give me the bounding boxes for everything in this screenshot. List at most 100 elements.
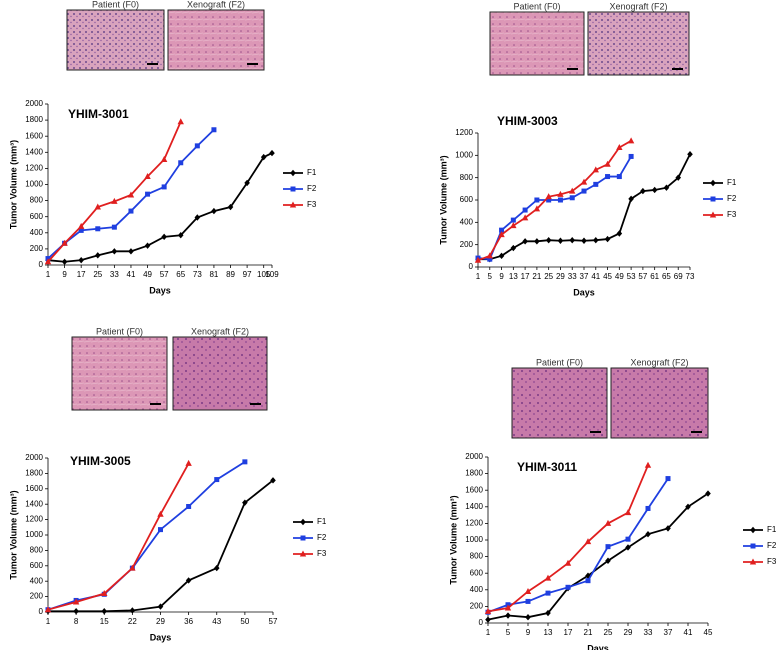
image-label: Xenograft (F2) (191, 326, 249, 336)
y-tick-label: 2000 (25, 99, 43, 108)
x-tick-label: 49 (615, 272, 624, 281)
legend-label: F3 (317, 549, 327, 558)
marker (557, 197, 563, 203)
y-tick-label: 400 (30, 228, 44, 237)
marker (616, 230, 623, 237)
y-axis-label: Tumor Volume (mm³) (8, 490, 18, 579)
x-axis-label: Days (149, 285, 171, 295)
x-axis-label: Days (150, 632, 172, 642)
marker (185, 459, 192, 466)
y-tick-label: 1400 (465, 502, 483, 511)
marker (145, 191, 151, 197)
marker (244, 179, 250, 187)
marker (557, 190, 564, 197)
marker (157, 603, 164, 610)
marker (522, 207, 528, 213)
marker (624, 509, 632, 516)
y-tick-label: 2000 (25, 453, 43, 462)
y-tick-label: 600 (460, 195, 474, 204)
x-tick-label: 49 (143, 270, 152, 279)
y-axis-label: Tumor Volume (mm³) (448, 495, 458, 584)
y-tick-label: 200 (470, 602, 484, 611)
marker (592, 166, 599, 173)
marker (705, 490, 711, 497)
legend-label: F2 (317, 533, 327, 542)
marker (158, 527, 163, 533)
x-tick-label: 57 (269, 617, 278, 626)
legend-label: F2 (307, 184, 317, 193)
histology-image (66, 9, 165, 71)
marker (242, 459, 248, 465)
x-tick-label: 81 (209, 270, 218, 279)
x-tick-label: 65 (662, 272, 671, 281)
marker (580, 178, 588, 185)
chart-panel: Patient (F0) Xenograft (F2) YHIM-3001 0 200 4… (8, 0, 317, 295)
marker (101, 590, 108, 597)
marker (186, 504, 192, 510)
y-tick-label: 1800 (25, 115, 43, 124)
chart-panel: Patient (F0) Xenograft (F2) YHIM-3011 0 200 4… (448, 357, 777, 650)
x-tick-label: 1 (476, 272, 481, 281)
marker (504, 604, 512, 611)
marker (585, 572, 591, 579)
x-tick-label: 41 (127, 270, 136, 279)
x-tick-label: 13 (509, 272, 518, 281)
marker (525, 613, 531, 621)
x-tick-label: 69 (674, 272, 683, 281)
marker (44, 606, 52, 613)
y-tick-label: 200 (460, 240, 474, 249)
marker (485, 616, 491, 623)
y-tick-label: 800 (470, 552, 484, 561)
marker (592, 237, 599, 244)
marker (499, 227, 505, 233)
marker (78, 227, 84, 233)
histology-image (167, 9, 265, 71)
x-tick-label: 8 (74, 617, 79, 626)
x-tick-label: 9 (62, 270, 67, 279)
marker (510, 244, 517, 252)
marker (144, 172, 151, 179)
y-tick-label: 1600 (25, 131, 43, 140)
marker (628, 153, 634, 159)
marker (534, 197, 540, 203)
marker (545, 237, 552, 244)
marker (94, 252, 101, 259)
x-tick-label: 37 (580, 272, 589, 281)
series-line (477, 155, 632, 261)
x-tick-label: 9 (526, 628, 531, 637)
marker (111, 224, 117, 230)
x-tick-label: 53 (627, 272, 636, 281)
x-tick-label: 17 (564, 628, 573, 637)
marker (44, 258, 52, 265)
x-tick-label: 21 (532, 272, 541, 281)
x-tick-label: 17 (521, 272, 530, 281)
y-tick-label: 1800 (25, 469, 43, 478)
chart-title: YHIM-3003 (497, 114, 558, 128)
x-tick-label: 29 (156, 617, 165, 626)
marker (270, 477, 276, 484)
marker (194, 214, 201, 221)
x-tick-label: 41 (591, 272, 600, 281)
marker (569, 187, 576, 194)
histology-image (587, 11, 690, 76)
image-label: Patient (F0) (92, 0, 139, 9)
marker (178, 160, 184, 166)
x-tick-label: 1 (46, 617, 51, 626)
legend-marker (750, 543, 756, 549)
marker (651, 186, 658, 194)
y-tick-label: 1000 (455, 150, 473, 159)
x-tick-label: 43 (212, 617, 221, 626)
legend-label: F1 (317, 517, 327, 526)
y-tick-label: 800 (460, 173, 474, 182)
marker (544, 574, 552, 581)
y-tick-label: 1400 (25, 499, 43, 508)
image-label: Xenograft (F2) (187, 0, 245, 9)
x-tick-label: 25 (544, 272, 553, 281)
marker (545, 609, 551, 617)
marker (534, 238, 540, 245)
marker (213, 564, 220, 572)
image-label: Patient (F0) (96, 326, 143, 336)
marker (524, 587, 532, 594)
x-tick-label: 1 (46, 270, 51, 279)
x-tick-label: 61 (650, 272, 659, 281)
